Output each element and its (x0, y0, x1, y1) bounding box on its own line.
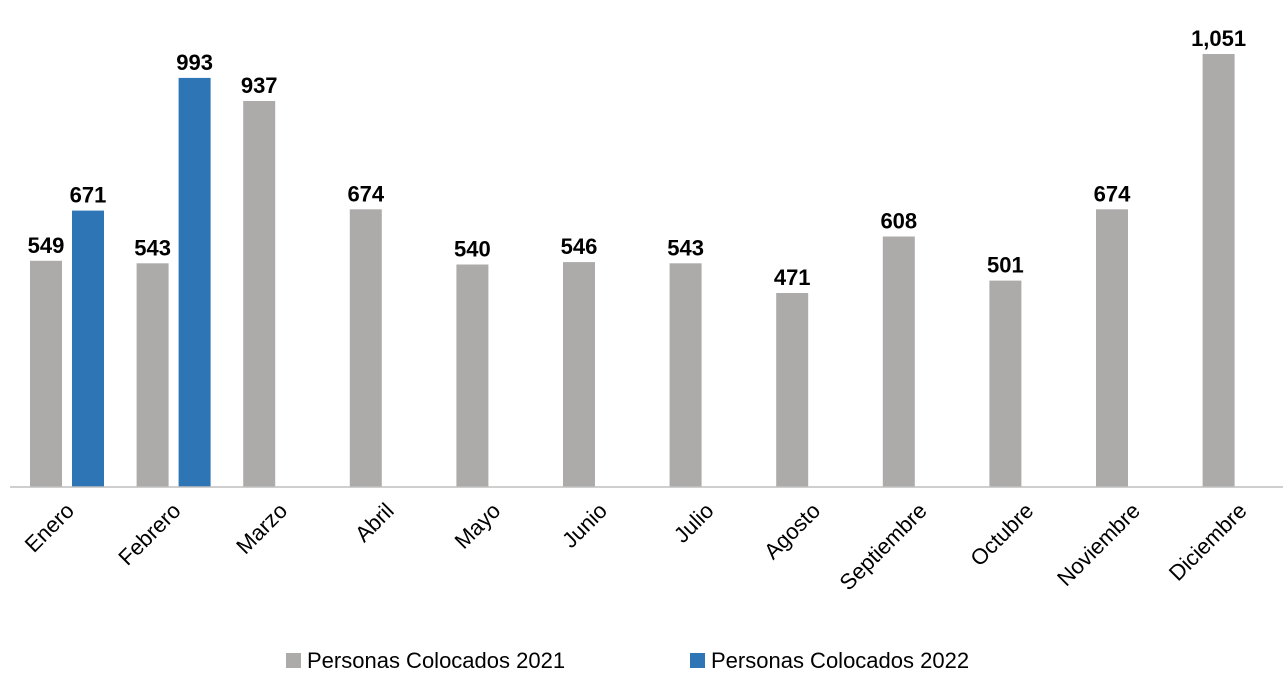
legend-swatch-2021 (286, 653, 301, 668)
bar-2021-febrero (136, 263, 169, 487)
legend-swatch-2022 (690, 653, 705, 668)
data-label-2021-octubre: 501 (987, 253, 1024, 278)
legend: Personas Colocados 2021 Personas Colocad… (286, 648, 969, 673)
bar-2022-enero (72, 210, 104, 487)
data-label-2021-agosto: 471 (774, 265, 811, 290)
data-label-2021-mayo: 540 (454, 237, 491, 262)
data-label-2021-noviembre: 674 (1094, 181, 1131, 206)
bar-2021-enero (30, 260, 62, 487)
data-label-2022-febrero: 993 (176, 50, 213, 75)
data-labels-layer: 549 543 937 674 540 546 543 471 608 501 674 1,051 67… (28, 26, 1246, 290)
bar-2022-febrero (178, 77, 211, 488)
x-tick-label-julio: Julio (669, 498, 719, 548)
bar-2021-julio (669, 263, 702, 487)
data-label-2021-diciembre: 1,051 (1191, 26, 1246, 51)
data-label-2022-enero: 671 (70, 183, 107, 208)
bar-2021-octubre (989, 280, 1022, 487)
x-tick-label-octubre: Octubre (965, 498, 1038, 571)
data-label-2021-febrero: 543 (134, 235, 171, 260)
bar-2021-noviembre (1096, 209, 1128, 488)
x-tick-label-mayo: Mayo (450, 498, 506, 554)
legend-label-2022: Personas Colocados 2022 (711, 648, 969, 673)
x-tick-label-junio: Junio (557, 498, 612, 553)
x-tick-label-agosto: Agosto (759, 498, 825, 564)
x-tick-label-marzo: Marzo (231, 498, 292, 559)
x-tick-label-noviembre: Noviembre (1052, 498, 1145, 591)
bar-2021-agosto (776, 293, 809, 487)
legend-label-2021: Personas Colocados 2021 (307, 648, 565, 673)
data-label-2021-abril: 674 (347, 181, 384, 206)
x-tick-label-septiembre: Septiembre (835, 498, 932, 595)
x-tick-label-enero: Enero (20, 498, 79, 557)
bar-2021-marzo (243, 101, 276, 487)
bar-2021-mayo (456, 264, 489, 487)
x-tick-label-febrero: Febrero (113, 498, 185, 570)
data-label-2021-septiembre: 608 (880, 209, 917, 234)
x-tick-label-diciembre: Diciembre (1164, 498, 1252, 586)
data-label-2021-junio: 546 (561, 234, 598, 259)
data-label-2021-enero: 549 (28, 233, 65, 258)
bars-layer (30, 54, 1235, 488)
data-label-2021-julio: 543 (667, 235, 704, 260)
bar-2021-abril (349, 209, 382, 488)
bar-2021-junio (563, 262, 595, 487)
x-tick-label-abril: Abril (350, 498, 399, 547)
x-tick-labels: Enero Febrero Marzo Abril Mayo Junio Julio Agos… (20, 498, 1252, 595)
bar-2021-diciembre (1202, 54, 1235, 487)
data-label-2021-marzo: 937 (241, 73, 278, 98)
bar-2021-septiembre (882, 236, 915, 487)
